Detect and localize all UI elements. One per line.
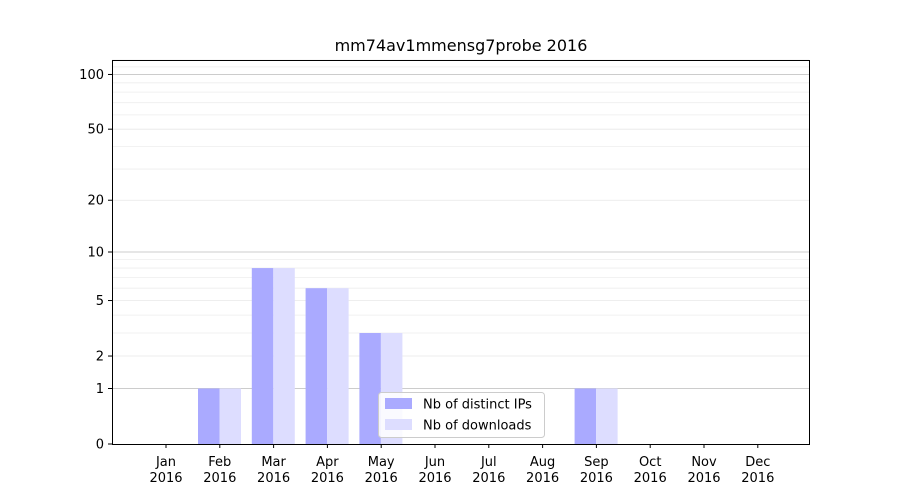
x-tick-label-year: 2016 <box>472 471 505 486</box>
x-tick-label-month: Nov <box>691 455 717 470</box>
y-tick-label: 2 <box>96 350 104 365</box>
bar-downloads <box>219 388 241 444</box>
x-tick-label-year: 2016 <box>741 471 774 486</box>
legend-label: Nb of distinct IPs <box>423 398 532 413</box>
x-tick-label-month: May <box>368 455 395 470</box>
bar-downloads <box>327 288 349 444</box>
legend-swatch <box>385 398 412 409</box>
y-tick-label: 1 <box>96 382 104 397</box>
bar-distinct-ips <box>574 388 597 444</box>
x-tick-label-year: 2016 <box>365 471 398 486</box>
x-tick-label-month: Mar <box>261 455 286 470</box>
x-tick-label-year: 2016 <box>634 471 667 486</box>
x-tick-label-year: 2016 <box>149 471 182 486</box>
bar-downloads <box>596 388 618 444</box>
legend-box <box>378 392 545 438</box>
x-tick-label-year: 2016 <box>687 471 720 486</box>
chart-title: mm74av1mmensg7probe 2016 <box>335 36 588 55</box>
y-tick-label: 50 <box>87 123 104 138</box>
grid-lines <box>112 59 809 389</box>
x-tick-label-year: 2016 <box>580 471 613 486</box>
bar-distinct-ips <box>251 268 274 444</box>
x-tick-label-month: Apr <box>316 455 339 470</box>
plot-frame <box>112 60 810 445</box>
x-tick-label-month: Oct <box>639 455 661 470</box>
bar-distinct-ips <box>359 332 381 444</box>
y-tick-label: 100 <box>79 68 104 83</box>
bar-distinct-ips <box>198 388 220 444</box>
legend-swatch <box>385 419 412 430</box>
legend: Nb of distinct IPs Nb of downloads <box>378 392 545 438</box>
x-tick-label-month: Feb <box>208 455 231 470</box>
y-axis: 0 1 2 5 10 20 50 100 <box>79 68 112 453</box>
x-tick-label-month: Jul <box>480 455 497 470</box>
bar-downloads <box>273 268 295 444</box>
x-tick-label-year: 2016 <box>418 471 451 486</box>
legend-label: Nb of downloads <box>423 419 532 434</box>
bar-distinct-ips <box>305 288 328 444</box>
x-tick-label-month: Sep <box>584 455 609 470</box>
y-tick-label: 0 <box>96 438 104 453</box>
x-tick-label-month: Dec <box>745 455 770 470</box>
y-tick-label: 10 <box>87 246 104 261</box>
x-tick-label-year: 2016 <box>311 471 344 486</box>
y-tick-label: 20 <box>87 194 104 209</box>
x-tick-label-year: 2016 <box>526 471 559 486</box>
x-tick-label-month: Jan <box>155 455 176 470</box>
x-tick-label-year: 2016 <box>257 471 290 486</box>
x-tick-label-month: Jun <box>424 455 445 470</box>
x-tick-label-month: Aug <box>530 455 555 470</box>
x-axis: Jan2016Feb2016Mar2016Apr2016May2016Jun20… <box>149 444 774 486</box>
y-tick-label: 5 <box>96 294 104 309</box>
x-tick-label-year: 2016 <box>203 471 236 486</box>
